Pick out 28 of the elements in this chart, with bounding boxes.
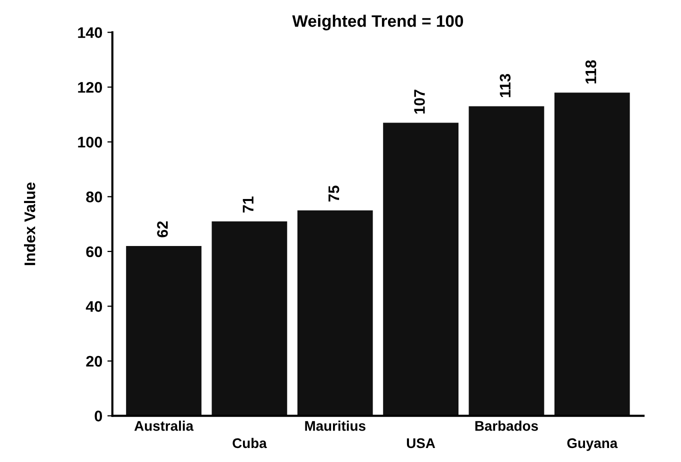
x-tick-label: Australia xyxy=(134,420,194,431)
y-tick-label: 80 xyxy=(86,192,102,202)
y-tick-label: 20 xyxy=(86,356,102,367)
data-label: 107 xyxy=(414,90,425,114)
x-tick-label: Cuba xyxy=(232,438,267,448)
y-tick-label: 0 xyxy=(94,410,102,422)
y-tick-label: 40 xyxy=(86,301,102,312)
y-tick-label: 100 xyxy=(78,136,102,148)
x-tick-label: USA xyxy=(406,438,436,448)
chart-title: Weighted Trend = 100 xyxy=(292,14,464,30)
y-axis-title: Index Value xyxy=(24,182,36,266)
data-label: 113 xyxy=(500,74,511,98)
bar xyxy=(383,122,458,416)
bar xyxy=(297,210,373,416)
bar xyxy=(468,106,544,416)
y-tick-label: 140 xyxy=(78,27,102,38)
x-tick-label: Guyana xyxy=(567,438,618,451)
data-label: 118 xyxy=(585,60,596,84)
x-tick-label: Barbados xyxy=(475,420,538,431)
bar xyxy=(126,246,202,416)
y-tick-label: 120 xyxy=(78,82,102,93)
x-tick-label: Mauritius xyxy=(305,420,366,431)
data-label: 71 xyxy=(242,196,254,212)
data-label: 75 xyxy=(328,186,340,202)
data-label: 62 xyxy=(157,221,168,238)
bar xyxy=(212,221,288,416)
y-tick-label: 60 xyxy=(86,246,102,258)
bar xyxy=(554,92,630,416)
